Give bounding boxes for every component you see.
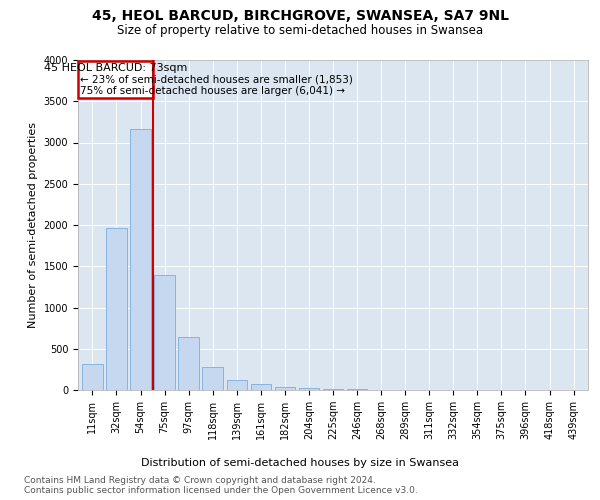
Bar: [82, 364, 103, 390]
Bar: [275, 386, 295, 390]
Bar: [130, 130, 151, 390]
Bar: [299, 388, 319, 390]
Text: 75% of semi-detached houses are larger (6,041) →: 75% of semi-detached houses are larger (…: [80, 86, 346, 96]
Text: 45, HEOL BARCUD, BIRCHGROVE, SWANSEA, SA7 9NL: 45, HEOL BARCUD, BIRCHGROVE, SWANSEA, SA…: [91, 9, 509, 23]
Bar: [106, 228, 127, 390]
Bar: [323, 389, 343, 390]
Text: Size of property relative to semi-detached houses in Swansea: Size of property relative to semi-detach…: [117, 24, 483, 37]
Text: ← 23% of semi-detached houses are smaller (1,853): ← 23% of semi-detached houses are smalle…: [80, 75, 353, 85]
Text: Distribution of semi-detached houses by size in Swansea: Distribution of semi-detached houses by …: [141, 458, 459, 468]
Bar: [154, 276, 175, 390]
Bar: [251, 384, 271, 390]
Bar: [178, 337, 199, 390]
FancyBboxPatch shape: [79, 61, 152, 98]
Y-axis label: Number of semi-detached properties: Number of semi-detached properties: [28, 122, 38, 328]
Text: Contains HM Land Registry data © Crown copyright and database right 2024.
Contai: Contains HM Land Registry data © Crown c…: [24, 476, 418, 495]
Bar: [202, 367, 223, 390]
Bar: [227, 380, 247, 390]
Text: 45 HEOL BARCUD: 73sqm: 45 HEOL BARCUD: 73sqm: [44, 62, 187, 72]
